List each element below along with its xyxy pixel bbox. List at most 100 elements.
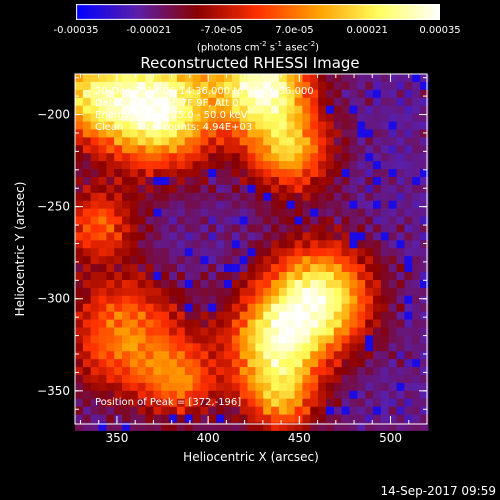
heatmap-cell — [75, 240, 84, 249]
heatmap-cell — [412, 375, 421, 384]
heatmap-cell — [255, 422, 264, 431]
heatmap-cell — [247, 335, 256, 344]
heatmap-cell — [404, 113, 413, 122]
heatmap-cell — [153, 176, 162, 186]
heatmap-cell — [357, 406, 366, 416]
heatmap-cell — [192, 81, 202, 91]
heatmap-cell — [318, 208, 327, 218]
heatmap-cell — [216, 129, 225, 138]
heatmap-cell — [122, 184, 131, 194]
heatmap-cell — [380, 375, 390, 384]
heatmap-cell — [420, 351, 429, 360]
heatmap-cell — [388, 390, 398, 400]
heatmap-cell — [333, 208, 343, 218]
heatmap-cell — [145, 264, 154, 273]
heatmap-cell — [373, 287, 382, 297]
heatmap-cell — [325, 295, 335, 305]
heatmap-cell — [247, 192, 256, 202]
heatmap-cell — [286, 113, 296, 122]
heatmap-cell — [325, 319, 335, 328]
heatmap-cell — [176, 216, 186, 225]
heatmap-cell — [388, 145, 398, 154]
heatmap-cell — [82, 272, 92, 281]
heatmap-cell — [278, 414, 288, 423]
heatmap-cell — [200, 113, 209, 122]
heatmap-cell — [420, 161, 429, 170]
heatmap-cell — [420, 256, 429, 265]
heatmap-cell — [224, 343, 233, 352]
heatmap-cell — [271, 145, 280, 154]
heatmap-cell — [263, 382, 272, 392]
heatmap-cell — [122, 279, 131, 289]
heatmap-cell — [420, 335, 429, 344]
heatmap-cell — [208, 161, 217, 170]
heatmap-cell — [255, 169, 264, 178]
heatmap-cell — [294, 176, 304, 186]
heatmap-cell — [145, 295, 154, 305]
heatmap-cell — [75, 335, 84, 344]
heatmap-cell — [216, 224, 225, 233]
heatmap-cell — [231, 359, 241, 368]
heatmap-cell — [341, 264, 351, 273]
heatmap-cell — [318, 121, 327, 130]
heatmap-cell — [310, 74, 319, 83]
heatmap-cell — [271, 74, 280, 83]
heatmap-cell — [106, 414, 115, 423]
heatmap-cell — [106, 311, 115, 321]
heatmap-cell — [373, 422, 382, 431]
heatmap-cell — [208, 248, 217, 257]
heatmap-cell — [106, 200, 115, 210]
heatmap-cell — [263, 295, 272, 305]
heatmap-cell — [357, 359, 366, 368]
heatmap-cell — [208, 192, 217, 202]
heatmap-cell — [239, 97, 249, 107]
heatmap-cell — [357, 256, 366, 265]
heatmap-cell — [216, 375, 225, 384]
heatmap-cell — [137, 367, 147, 376]
heatmap-cell — [161, 232, 170, 241]
heatmap-cell — [90, 398, 100, 408]
heatmap-cell — [396, 390, 405, 400]
heatmap-cell — [302, 264, 311, 273]
heatmap-cell — [373, 406, 382, 416]
heatmap-cell — [302, 359, 311, 368]
heatmap-cell — [278, 224, 288, 233]
heatmap-cell — [122, 406, 131, 416]
heatmap-cell — [373, 382, 382, 392]
heatmap-cell — [396, 105, 405, 115]
heatmap-cell — [176, 240, 186, 249]
heatmap-cell — [224, 359, 233, 368]
heatmap-cell — [255, 287, 264, 297]
heatmap-cell — [208, 176, 217, 186]
heatmap-cell — [153, 224, 162, 233]
heatmap-cell — [420, 375, 429, 384]
heatmap-cell — [349, 382, 358, 392]
heatmap-cell — [357, 176, 366, 186]
heatmap-cell — [122, 192, 131, 202]
heatmap-cell — [224, 256, 233, 265]
heatmap-cell — [137, 208, 147, 218]
heatmap-cell — [122, 121, 131, 130]
heatmap-cell — [184, 406, 194, 416]
heatmap-cell — [349, 153, 358, 162]
heatmap-cell — [216, 327, 225, 336]
heatmap-cell — [247, 161, 256, 170]
heatmap-cell — [247, 153, 256, 162]
heatmap-cell — [302, 390, 311, 400]
heatmap-cell — [380, 422, 390, 431]
heatmap-cell — [396, 367, 405, 376]
heatmap-cell — [224, 153, 233, 162]
heatmap-cell — [208, 89, 217, 99]
heatmap-cell — [325, 327, 335, 336]
heatmap-cell — [349, 184, 358, 194]
heatmap-cell — [200, 153, 209, 162]
heatmap-cell — [129, 161, 139, 170]
heatmap-cell — [333, 81, 343, 91]
heatmap-cell — [380, 121, 390, 130]
heatmap-cell — [255, 153, 264, 162]
heatmap-cell — [318, 335, 327, 344]
heatmap-cell — [192, 319, 202, 328]
heatmap-cell — [129, 311, 139, 321]
heatmap-cell — [373, 272, 382, 281]
heatmap-cell — [90, 121, 100, 130]
